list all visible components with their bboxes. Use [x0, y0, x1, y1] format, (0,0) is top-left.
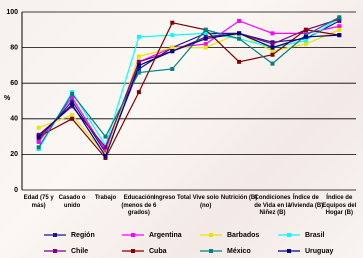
point-marker [271, 53, 275, 57]
point-marker [271, 42, 275, 46]
legend-label: Barbados [227, 232, 259, 239]
y-tick-label: 0 [14, 187, 18, 194]
point-marker [70, 92, 74, 96]
point-marker [70, 103, 74, 107]
legend-marker [131, 233, 135, 237]
point-marker [137, 35, 141, 39]
series-line [39, 33, 340, 156]
point-marker [104, 145, 108, 149]
y-axis-label: % [4, 95, 11, 102]
point-marker [237, 37, 241, 41]
point-marker [170, 21, 174, 25]
x-tick-label: Índice de Vivienda (B) [287, 195, 325, 210]
point-marker [337, 24, 341, 28]
point-marker [37, 126, 41, 130]
point-marker [137, 90, 141, 94]
chart: % 0 20 40 60 80 100 Región Argentina Barbados Bra… [0, 0, 363, 258]
x-tick-label: Educación (menos de 6 grados) [120, 195, 158, 218]
point-marker [70, 113, 74, 117]
legend-label: Uruguay [305, 248, 334, 255]
point-marker [304, 35, 308, 39]
point-marker [304, 42, 308, 46]
legend-marker [287, 249, 291, 253]
y-tick-label: 40 [10, 116, 18, 123]
point-marker [137, 63, 141, 67]
point-marker [304, 38, 308, 42]
legend-marker [209, 249, 213, 253]
point-marker [137, 55, 141, 59]
x-tick-label: Ingreso Total [153, 195, 191, 203]
point-marker [337, 33, 341, 37]
legend-label: Región [71, 232, 95, 239]
legend-label: Argentina [149, 232, 182, 239]
x-tick-label: Vive solo (no) [187, 195, 225, 210]
legend-label: Cuba [149, 248, 167, 255]
point-marker [271, 46, 275, 50]
point-marker [337, 28, 341, 32]
legend-marker [209, 233, 213, 237]
y-tick-label: 20 [10, 151, 18, 158]
point-marker [304, 28, 308, 32]
point-marker [337, 15, 341, 19]
point-marker [271, 62, 275, 66]
x-tick-label: Índice de Equipos del Hogar (B) [320, 195, 358, 218]
point-marker [170, 67, 174, 71]
point-marker [70, 117, 74, 121]
point-marker [37, 140, 41, 144]
point-marker [104, 135, 108, 139]
point-marker [204, 37, 208, 41]
chart-container: % 0 20 40 60 80 100 Región Argentina Barbados Bra… [0, 0, 363, 258]
point-marker [237, 31, 241, 35]
x-tick-label: Casado o unido [53, 195, 91, 210]
legend-marker [53, 249, 57, 253]
point-marker [137, 60, 141, 64]
point-marker [204, 46, 208, 50]
legend-marker [287, 233, 291, 237]
point-marker [170, 33, 174, 37]
point-marker [271, 49, 275, 53]
point-marker [237, 60, 241, 64]
legend-marker [131, 249, 135, 253]
point-marker [204, 42, 208, 46]
y-tick-label: 60 [10, 80, 18, 87]
point-marker [204, 28, 208, 32]
x-tick-label: Condiciones de Vida en la Niñez (B) [254, 195, 292, 218]
x-tick-label: Nutrición (B) [220, 195, 258, 203]
x-tick-label: Trabajo [87, 195, 125, 203]
legend-label: Brasil [305, 232, 325, 239]
point-marker [104, 154, 108, 158]
y-tick-label: 80 [10, 44, 18, 51]
legend-label: México [227, 248, 251, 255]
point-marker [137, 71, 141, 75]
series-line [39, 17, 340, 147]
x-tick-label: Edad (75 y más) [20, 195, 58, 210]
point-marker [37, 135, 41, 139]
point-marker [170, 46, 174, 50]
y-tick-label: 100 [6, 9, 18, 16]
point-marker [170, 49, 174, 53]
point-marker [37, 145, 41, 149]
legend-marker [53, 233, 57, 237]
point-marker [271, 31, 275, 35]
legend-label: Chile [71, 248, 88, 255]
point-marker [237, 19, 241, 23]
